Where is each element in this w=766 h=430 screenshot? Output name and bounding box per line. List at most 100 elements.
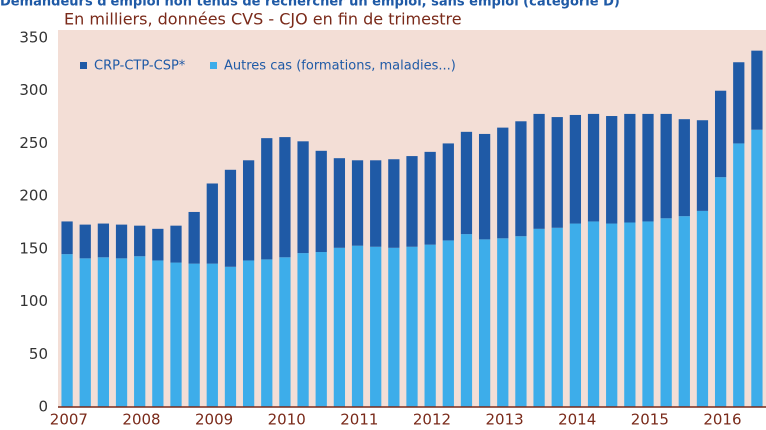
- bar-segment: [642, 113, 654, 222]
- x-tick-label: 2013: [485, 411, 523, 429]
- bar-segment: [261, 138, 273, 260]
- bar-segment: [224, 266, 237, 407]
- x-tick-label: 2010: [268, 411, 306, 429]
- bar-segment: [170, 225, 182, 263]
- bar-segment: [751, 50, 763, 130]
- chart-subtitle: En milliers, données CVS - CJO en fin de…: [64, 10, 462, 29]
- x-tick-label: 2011: [340, 411, 378, 429]
- legend-label: CRP-CTP-CSP*: [94, 59, 186, 74]
- bar-segment: [134, 256, 146, 407]
- bar-segment: [370, 160, 382, 247]
- bar-segment: [188, 263, 200, 407]
- bar-segment: [388, 159, 400, 248]
- bar-segment: [61, 254, 73, 407]
- bar-segment: [97, 223, 110, 258]
- bar-segment: [351, 245, 364, 407]
- bar-segment: [424, 151, 436, 245]
- bar-segment: [315, 252, 327, 407]
- y-tick-label: 50: [29, 345, 48, 363]
- bar-segment: [297, 253, 309, 407]
- bar-segment: [115, 258, 128, 407]
- bar-segment: [261, 259, 273, 407]
- bar-segment: [442, 240, 454, 407]
- bar-segment: [279, 257, 291, 407]
- bar-segment: [478, 133, 491, 240]
- bar-segment: [152, 228, 164, 261]
- x-tick-label: 2012: [413, 411, 451, 429]
- bar-segment: [297, 141, 309, 254]
- bar-segment: [551, 117, 563, 228]
- bar-segment: [79, 258, 91, 407]
- x-tick-label: 2014: [558, 411, 596, 429]
- bar-segment: [678, 119, 690, 217]
- bar-segment: [279, 137, 291, 258]
- bar-segment: [351, 160, 364, 246]
- bar-segment: [515, 121, 527, 237]
- bar-segment: [733, 62, 745, 144]
- bar-segment: [170, 262, 182, 407]
- bar-segment: [606, 223, 618, 407]
- bar-segment: [206, 183, 218, 264]
- bar-segment: [660, 218, 672, 407]
- bar-segment: [115, 224, 128, 259]
- bar-segment: [624, 113, 636, 223]
- bar-segment: [460, 131, 473, 235]
- bar-segment: [315, 150, 327, 253]
- bar-segment: [696, 120, 709, 211]
- legend-swatch: [80, 62, 87, 69]
- bar-segment: [569, 114, 582, 224]
- bar-segment: [714, 177, 727, 407]
- x-tick-label: 2015: [631, 411, 669, 429]
- y-tick-label: 300: [19, 81, 48, 99]
- x-tick-label: 2016: [703, 411, 741, 429]
- bar-segment: [242, 160, 255, 261]
- y-tick-label: 0: [38, 398, 48, 416]
- bar-segment: [242, 260, 255, 407]
- y-tick-label: 250: [19, 134, 48, 152]
- bar-segment: [370, 246, 382, 407]
- bar-segment: [388, 247, 400, 407]
- bar-segment: [134, 225, 146, 257]
- bar-segment: [97, 257, 110, 407]
- bar-segment: [533, 113, 545, 229]
- bar-segment: [424, 244, 436, 407]
- bar-segment: [624, 222, 636, 407]
- bar-segment: [587, 113, 600, 222]
- bar-segment: [660, 113, 672, 219]
- bar-segment: [333, 158, 346, 248]
- bar-segment: [515, 236, 527, 407]
- bar-segment: [497, 238, 509, 407]
- bar-segment: [551, 227, 563, 407]
- legend-label: Autres cas (formations, maladies...): [224, 59, 456, 74]
- bar-segment: [606, 116, 618, 224]
- bar-segment: [678, 216, 690, 407]
- bar-segment: [497, 127, 509, 239]
- bar-segment: [696, 210, 709, 407]
- chart-title: Demandeurs d'emploi non tenus de recherc…: [0, 0, 620, 10]
- bar-segment: [406, 156, 418, 247]
- bar-segment: [478, 239, 491, 407]
- y-tick-label: 350: [19, 29, 48, 47]
- bar-segment: [533, 228, 545, 407]
- bar-segment: [751, 129, 763, 408]
- bar-segment: [188, 211, 200, 264]
- bar-segment: [587, 221, 600, 407]
- bar-segment: [79, 224, 91, 259]
- y-tick-label: 150: [19, 239, 48, 257]
- bar-segment: [206, 263, 218, 407]
- bar-segment: [61, 221, 73, 255]
- legend-swatch: [210, 62, 217, 69]
- bar-segment: [333, 247, 346, 407]
- x-tick-label: 2007: [50, 411, 88, 429]
- y-tick-label: 200: [19, 187, 48, 205]
- bar-segment: [733, 143, 745, 407]
- bar-segment: [406, 246, 418, 407]
- x-tick-label: 2008: [122, 411, 160, 429]
- bar-segment: [642, 221, 654, 407]
- bar-segment: [460, 234, 473, 407]
- bar-segment: [714, 90, 727, 178]
- bar-segment: [442, 143, 454, 241]
- bar-segment: [224, 169, 237, 267]
- bar-segment: [569, 223, 582, 407]
